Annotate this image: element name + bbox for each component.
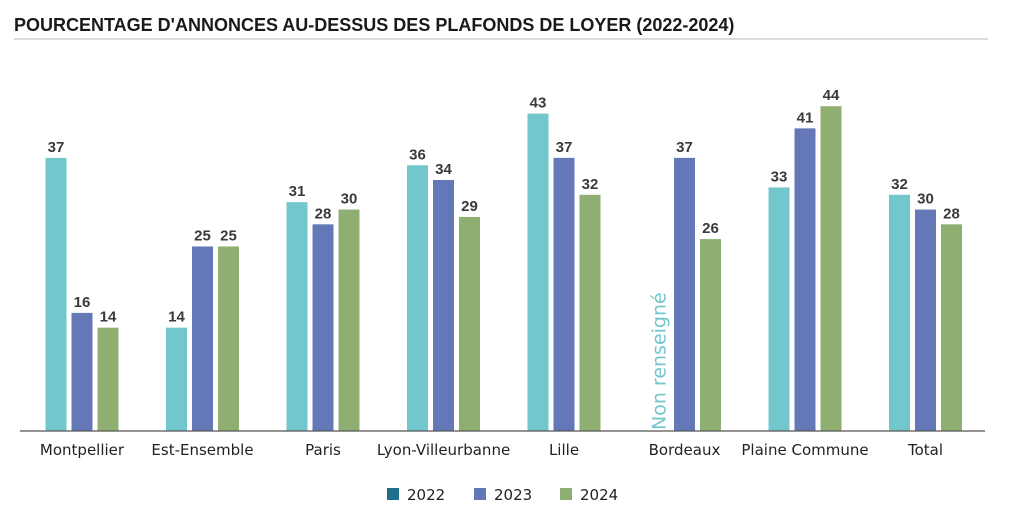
bar-lille-2023 (553, 157, 575, 431)
category-labels-group: Montpellier Est-Ensemble Paris Lyon-Villeur… (40, 441, 943, 459)
value-label-lille-2023: 37 (556, 139, 573, 156)
bar-montpellier-2023 (71, 312, 93, 431)
legend-swatch-2023 (474, 488, 486, 500)
category-label-total: Total (907, 441, 943, 459)
value-label-est-ensemble-2024: 25 (220, 227, 237, 244)
value-label-plaine-commune-2024: 44 (823, 87, 840, 104)
value-label-paris-2022: 31 (289, 183, 306, 200)
legend-swatch-2024 (560, 488, 572, 500)
value-label-paris-2023: 28 (315, 205, 332, 222)
category-label-bordeaux: Bordeaux (649, 441, 721, 459)
bar-est-ensemble-2023 (192, 246, 213, 431)
bar-lyon-villeurbanne-2023 (433, 180, 454, 431)
bar-lille-2024 (579, 194, 601, 431)
bar-total-2024 (941, 224, 962, 431)
value-label-lyon-villeurbanne-2022: 36 (409, 146, 426, 163)
value-label-bordeaux-2023: 37 (676, 139, 693, 156)
legend: 2022 2023 2024 (387, 486, 618, 504)
value-label-lyon-villeurbanne-2024: 29 (461, 198, 478, 215)
value-label-montpellier-2022: 37 (48, 139, 65, 156)
value-label-paris-2024: 30 (341, 191, 358, 208)
bar-paris-2023 (312, 224, 334, 431)
legend-label-2023: 2023 (494, 486, 532, 504)
bar-montpellier-2024 (97, 327, 119, 431)
category-label-plaine-commune: Plaine Commune (741, 441, 868, 459)
value-label-est-ensemble-2023: 25 (194, 227, 211, 244)
value-label-plaine-commune-2022: 33 (771, 168, 788, 185)
bar-total-2023 (915, 209, 936, 431)
bar-est-ensemble-2022 (166, 327, 187, 431)
value-label-lyon-villeurbanne-2023: 34 (435, 161, 452, 178)
bar-paris-2024 (338, 209, 360, 431)
value-label-est-ensemble-2022: 14 (168, 309, 185, 326)
category-label-paris: Paris (305, 441, 341, 459)
value-label-montpellier-2024: 14 (100, 309, 117, 326)
value-label-total-2023: 30 (917, 191, 934, 208)
bar-total-2022 (889, 194, 910, 431)
legend-label-2022: 2022 (407, 486, 445, 504)
bar-lille-2022 (527, 113, 549, 431)
chart-title: POURCENTAGE D'ANNONCES AU-DESSUS DES PLA… (14, 15, 734, 35)
bar-plaine-commune-2023 (794, 128, 816, 431)
bar-bordeaux-2024 (700, 239, 721, 431)
category-label-lyon-villeurbanne: Lyon-Villeurbanne (377, 441, 510, 459)
bar-lyon-villeurbanne-2024 (459, 216, 480, 431)
category-label-lille: Lille (549, 441, 579, 459)
missing-value-label: Non renseigné (649, 292, 671, 430)
bar-lyon-villeurbanne-2022 (407, 165, 428, 432)
category-label-est-ensemble: Est-Ensemble (151, 441, 253, 459)
value-label-bordeaux-2024: 26 (702, 220, 719, 237)
bar-plaine-commune-2022 (768, 187, 790, 431)
bar-montpellier-2022 (45, 157, 67, 431)
value-label-total-2024: 28 (943, 205, 960, 222)
legend-label-2024: 2024 (580, 486, 618, 504)
value-label-plaine-commune-2023: 41 (797, 109, 814, 126)
bar-paris-2022 (286, 202, 308, 431)
legend-swatch-2022 (387, 488, 399, 500)
bar-bordeaux-2023 (674, 157, 695, 431)
value-label-montpellier-2023: 16 (74, 294, 91, 311)
value-labels-group: 37 16 14 14 25 25 31 28 30 36 34 29 43 37 32 Non rensei… (48, 87, 960, 430)
bar-plaine-commune-2024 (820, 106, 842, 432)
value-label-total-2022: 32 (891, 176, 908, 193)
value-label-lille-2022: 43 (530, 95, 547, 112)
category-label-montpellier: Montpellier (40, 441, 125, 459)
value-label-lille-2024: 32 (582, 176, 599, 193)
bars-group (45, 106, 962, 432)
bar-est-ensemble-2024 (218, 246, 239, 431)
